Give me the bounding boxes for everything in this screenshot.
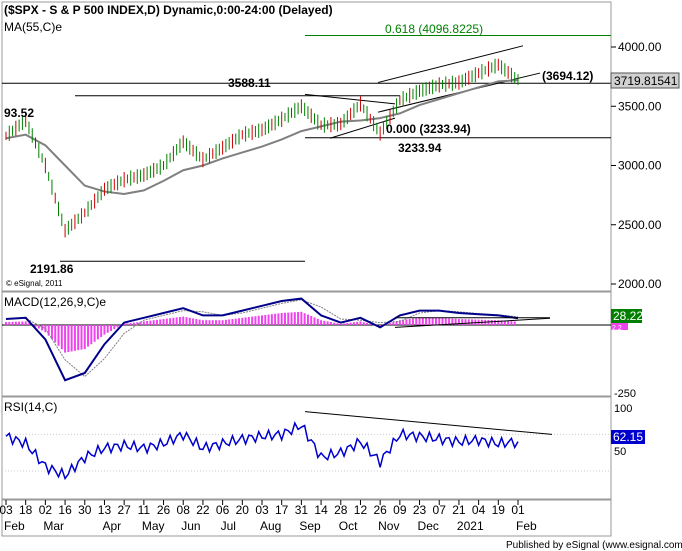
fib-0618-label: 0.618 (4096.8225) (385, 22, 483, 36)
x-day-label: 19 (492, 503, 506, 517)
x-day-label: 13 (98, 503, 112, 517)
x-day-label: 03 (0, 503, 13, 517)
x-month-label: Nov (378, 519, 399, 533)
current-price-value: 3719.81541 (614, 74, 678, 88)
watermark: © eSignal, 2011 (6, 279, 63, 288)
macd-line (5, 297, 519, 382)
x-day-label: 06 (216, 503, 230, 517)
footer: Published by eSignal (www.esignal.com) (506, 540, 682, 551)
price-y-axis: 4000.00 3500.00 3000.00 2500.00 2000.00 (611, 40, 662, 291)
fib-0-label: 0.000 (3233.94) (386, 122, 471, 136)
ma55-line (5, 79, 519, 195)
support-label: 3233.94 (398, 141, 442, 155)
x-axis: 03 18 02 16 30 13 27 11 26 08 22 06 20 03 17 31 14 28 12 26… (0, 500, 537, 533)
x-day-label: 11 (138, 503, 151, 517)
rsi-layer (2, 411, 611, 481)
x-day-label: 01 (511, 503, 525, 517)
x-month-label: Feb (4, 519, 25, 533)
trend-line-up (329, 117, 396, 139)
macd-badge-small: 2.2 (612, 325, 622, 332)
high-label: 3588.11 (228, 76, 271, 90)
left-level-label: 93.52 (4, 106, 34, 120)
price-annotations: 0.618 (4096.8225) 3588.11 93.52 2191.86 … (4, 22, 593, 288)
x-month-label: Apr (102, 519, 121, 533)
x-day-label: 26 (373, 503, 387, 517)
macd-layer (2, 297, 611, 382)
macd-signal-line (5, 299, 519, 378)
x-month-label: 2021 (457, 519, 484, 533)
x-month-label: Jul (221, 519, 236, 533)
rsi-tick-100: 100 (614, 403, 632, 415)
x-day-label: 20 (236, 503, 250, 517)
current-price-badge: 3719.81541 (610, 72, 680, 89)
x-day-label: 28 (334, 503, 348, 517)
x-axis-panel (1, 499, 612, 537)
x-day-label: 08 (177, 503, 191, 517)
x-month-label: May (142, 519, 165, 533)
macd-badge: 28.22 2.2 (611, 309, 643, 332)
channel-level-label: (3694.12) (542, 69, 593, 83)
x-day-label: 17 (275, 503, 289, 517)
x-day-label: 23 (413, 503, 427, 517)
x-day-label: 16 (58, 503, 72, 517)
x-day-label: 09 (393, 503, 407, 517)
x-day-label: 21 (452, 503, 466, 517)
rsi-badge: 62.15 (611, 430, 645, 444)
rsi-tick-50: 50 (614, 446, 626, 458)
x-month-label: Oct (339, 519, 358, 533)
x-month-label: Aug (260, 519, 281, 533)
x-day-label: 14 (314, 503, 328, 517)
x-day-label: 22 (196, 503, 210, 517)
low-label: 2191.86 (30, 262, 74, 276)
x-day-label: 18 (19, 503, 33, 517)
trend-line-down (304, 93, 396, 105)
macd-trend-line (394, 317, 551, 328)
channel-upper (377, 45, 524, 84)
price-panel (1, 1, 612, 292)
rsi-trend-line (304, 411, 553, 435)
macd-badge-value: 28.22 (613, 309, 643, 323)
ma-label: MA(55,C)e (4, 20, 62, 34)
x-month-label: Dec (418, 519, 439, 533)
macd-label: MACD(12,26,9,C)e (4, 295, 106, 309)
chart-title: ($SPX - S & P 500 INDEX,D) Dynamic,0:00-… (4, 3, 333, 17)
x-day-label: 26 (157, 503, 171, 517)
x-day-label: 04 (472, 503, 486, 517)
x-day-label: 27 (117, 503, 131, 517)
price-tick-label: 2500.00 (618, 218, 662, 232)
x-day-label: 31 (295, 503, 309, 517)
rsi-badge-value: 62.15 (613, 430, 643, 444)
x-day-label: 02 (39, 503, 53, 517)
x-day-label: 12 (354, 503, 368, 517)
x-day-label: 30 (78, 503, 92, 517)
price-layer (2, 35, 611, 262)
x-day-label: 07 (433, 503, 447, 517)
x-month-label: Jun (181, 519, 200, 533)
macd-tick-neg250: -250 (614, 388, 636, 400)
rsi-line (5, 420, 519, 481)
x-month-label: Sep (299, 519, 321, 533)
x-month-label: Mar (43, 519, 64, 533)
price-tick-label: 2000.00 (618, 277, 662, 291)
rsi-label: RSI(14,C) (4, 400, 57, 414)
rsi-panel (1, 396, 612, 500)
price-tick-label: 3500.00 (618, 99, 662, 113)
price-tick-label: 3000.00 (618, 159, 662, 173)
x-month-label: Feb (516, 519, 537, 533)
x-day-label: 03 (255, 503, 269, 517)
price-tick-label: 4000.00 (618, 40, 662, 54)
